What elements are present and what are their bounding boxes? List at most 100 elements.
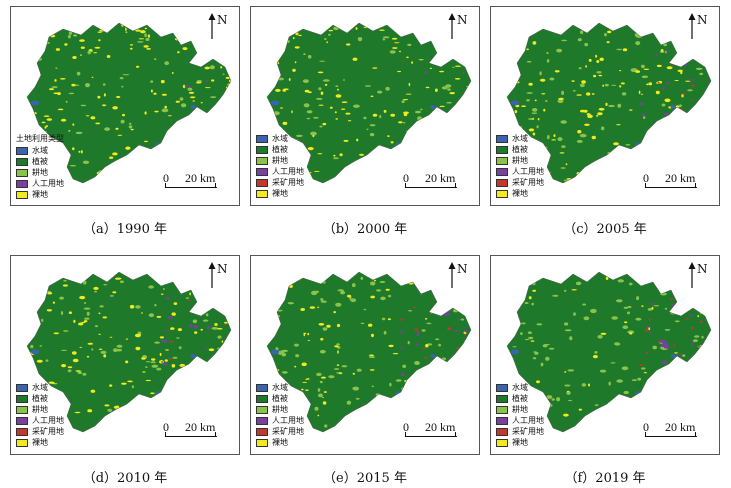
- legend-swatch-water: [16, 383, 28, 392]
- north-label: N: [217, 13, 228, 27]
- farmland-patch: [572, 90, 576, 92]
- bare-land-patch: [403, 122, 406, 124]
- bare-land-patch: [301, 362, 307, 367]
- farmland-patch: [144, 33, 147, 38]
- artificial-land-patch: [161, 361, 164, 363]
- bare-land-patch: [416, 389, 420, 393]
- farmland-patch: [165, 149, 170, 152]
- bare-land-patch: [372, 67, 378, 69]
- farmland-patch: [119, 77, 124, 80]
- farmland-patch: [460, 109, 467, 112]
- bare-land-patch: [224, 143, 229, 146]
- farmland-patch: [546, 395, 553, 399]
- bare-land-patch: [138, 38, 145, 40]
- farmland-patch: [691, 361, 696, 363]
- bare-land-patch: [605, 276, 609, 280]
- bare-land-patch: [439, 70, 445, 73]
- farmland-patch: [318, 393, 323, 398]
- farmland-patch: [131, 385, 134, 389]
- farmland-patch: [303, 103, 310, 108]
- farmland-patch: [464, 295, 470, 298]
- farmland-patch: [202, 319, 209, 322]
- farmland-patch: [151, 364, 159, 368]
- farmland-patch: [322, 79, 330, 82]
- farmland-patch: [601, 126, 605, 131]
- bare-land-patch: [704, 407, 710, 410]
- legend-item-mining: 采矿用地: [496, 426, 544, 437]
- bare-land-patch: [321, 376, 326, 379]
- farmland-patch: [594, 351, 598, 354]
- bare-land-patch: [91, 429, 97, 431]
- bare-land-patch: [613, 142, 619, 146]
- bare-land-patch: [72, 147, 75, 151]
- bare-land-patch: [112, 106, 118, 110]
- legend-swatch-water: [496, 383, 508, 392]
- bare-land-patch: [44, 126, 47, 129]
- artificial-land-patch: [189, 369, 193, 373]
- bare-land-patch: [106, 419, 109, 423]
- legend-item-artificial: 人工用地: [16, 415, 64, 426]
- farmland-patch: [314, 406, 319, 411]
- bare-land-patch: [402, 99, 408, 101]
- scale-bar: 0 20 km: [397, 171, 473, 193]
- bare-land-patch: [643, 68, 650, 70]
- bare-land-patch: [454, 78, 461, 80]
- farmland-patch: [401, 100, 405, 103]
- bare-land-patch: [468, 102, 471, 106]
- farmland-patch: [39, 345, 43, 347]
- water-body: [430, 105, 436, 109]
- legend-swatch-artificial: [16, 416, 28, 425]
- mining-land-patch: [432, 297, 435, 299]
- farmland-patch: [218, 53, 223, 58]
- bare-land-patch: [224, 309, 230, 312]
- bare-land-patch: [129, 304, 135, 309]
- farmland-patch: [511, 75, 517, 78]
- bare-land-patch: [571, 289, 577, 291]
- farmland-patch: [694, 335, 700, 338]
- mining-land-patch: [448, 121, 451, 125]
- bare-land-patch: [322, 122, 327, 126]
- farmland-patch: [546, 59, 550, 63]
- farmland-patch: [670, 389, 674, 392]
- bare-land-patch: [115, 127, 119, 130]
- artificial-land-patch: [193, 310, 197, 313]
- bare-land-patch: [352, 372, 355, 375]
- farmland-patch: [551, 398, 555, 401]
- bare-land-patch: [176, 139, 182, 141]
- legend-item-bare: 裸地: [256, 437, 304, 448]
- mining-land-patch: [706, 366, 711, 368]
- farmland-patch: [306, 110, 313, 114]
- bare-land-patch: [109, 156, 114, 159]
- farmland-patch: [518, 322, 525, 324]
- farmland-patch: [204, 126, 209, 129]
- map-legend: 水域 植被 耕地 人工用地 采矿用地 裸地: [256, 382, 304, 448]
- legend-item-bare: 裸地: [496, 188, 544, 199]
- bare-land-patch: [224, 321, 229, 324]
- region-boundary: [26, 271, 232, 433]
- farmland-patch: [365, 85, 371, 87]
- farmland-patch: [281, 371, 288, 374]
- bare-land-patch: [141, 312, 143, 314]
- bare-land-patch: [55, 48, 61, 51]
- mining-land-patch: [645, 351, 648, 354]
- region-boundary: [26, 22, 232, 184]
- north-arrow: N: [205, 260, 229, 290]
- farmland-patch: [590, 308, 597, 314]
- legend-swatch-mining: [496, 427, 508, 436]
- bare-land-patch: [564, 371, 567, 373]
- bare-land-patch: [596, 115, 599, 117]
- farmland-patch: [148, 313, 155, 318]
- farmland-patch: [567, 369, 575, 372]
- bare-land-patch: [136, 169, 142, 173]
- legend-swatch-farmland: [16, 168, 28, 177]
- legend-item-artificial: 人工用地: [16, 178, 64, 189]
- farmland-patch: [420, 108, 423, 111]
- north-arrow: N: [445, 11, 469, 41]
- farmland-patch: [668, 31, 672, 35]
- bare-land-patch: [345, 112, 351, 115]
- bare-land-patch: [49, 88, 54, 91]
- farmland-patch: [368, 356, 376, 359]
- farmland-patch: [607, 151, 611, 155]
- region-boundary: [506, 22, 712, 184]
- farmland-patch: [536, 323, 543, 326]
